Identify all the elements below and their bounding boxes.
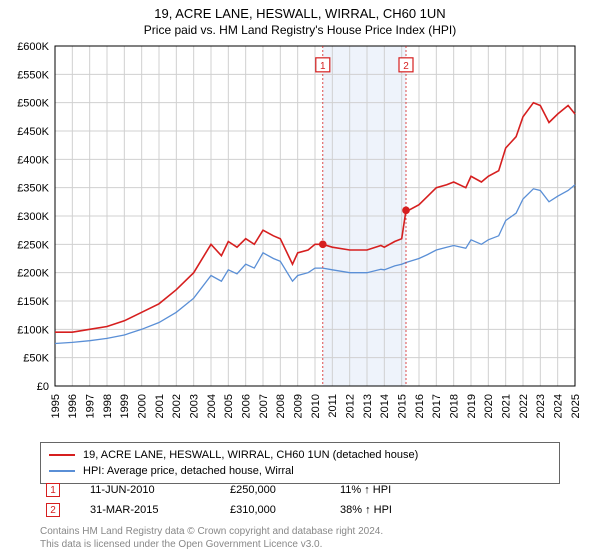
svg-text:2014: 2014 xyxy=(379,394,391,418)
sale-date: 11-JUN-2010 xyxy=(90,484,230,496)
svg-text:2003: 2003 xyxy=(189,394,201,418)
svg-text:2002: 2002 xyxy=(171,394,183,418)
svg-text:£200K: £200K xyxy=(17,268,49,280)
sale-delta: 38% ↑ HPI xyxy=(340,504,460,516)
svg-text:2001: 2001 xyxy=(154,394,166,418)
legend-label: HPI: Average price, detached house, Wirr… xyxy=(83,465,294,477)
footnote-line: This data is licensed under the Open Gov… xyxy=(40,539,383,552)
svg-text:1996: 1996 xyxy=(67,394,79,418)
svg-text:£350K: £350K xyxy=(17,183,49,195)
svg-text:2025: 2025 xyxy=(570,394,582,418)
sale-badge: 1 xyxy=(46,483,60,497)
svg-text:1997: 1997 xyxy=(85,394,97,418)
svg-text:2005: 2005 xyxy=(223,394,235,418)
svg-text:2020: 2020 xyxy=(483,394,495,418)
sale-price: £250,000 xyxy=(230,484,340,496)
svg-text:£150K: £150K xyxy=(17,296,49,308)
footnote-line: Contains HM Land Registry data © Crown c… xyxy=(40,526,383,539)
svg-text:1999: 1999 xyxy=(119,394,131,418)
legend-swatch xyxy=(49,454,75,456)
legend-row: HPI: Average price, detached house, Wirr… xyxy=(49,463,551,479)
svg-text:2022: 2022 xyxy=(518,394,530,418)
page-title: 19, ACRE LANE, HESWALL, WIRRAL, CH60 1UN xyxy=(0,0,600,21)
svg-text:2012: 2012 xyxy=(345,394,357,418)
page-subtitle: Price paid vs. HM Land Registry's House … xyxy=(0,21,600,41)
svg-text:1995: 1995 xyxy=(50,394,62,418)
sale-date: 31-MAR-2015 xyxy=(90,504,230,516)
svg-text:2019: 2019 xyxy=(466,394,478,418)
sale-badge: 2 xyxy=(46,503,60,517)
svg-text:2015: 2015 xyxy=(397,394,409,418)
sale-delta: 11% ↑ HPI xyxy=(340,484,460,496)
sale-row: 2 31-MAR-2015£310,00038% ↑ HPI xyxy=(40,500,560,520)
svg-text:2007: 2007 xyxy=(258,394,270,418)
svg-text:2011: 2011 xyxy=(327,394,339,418)
svg-text:£250K: £250K xyxy=(17,239,49,251)
svg-text:£550K: £550K xyxy=(17,69,49,81)
svg-text:£50K: £50K xyxy=(23,353,49,365)
svg-text:£0: £0 xyxy=(37,381,49,393)
svg-text:1: 1 xyxy=(320,61,326,72)
svg-text:2018: 2018 xyxy=(449,394,461,418)
svg-text:2013: 2013 xyxy=(362,394,374,418)
svg-text:£300K: £300K xyxy=(17,211,49,223)
price-chart: £0£50K£100K£150K£200K£250K£300K£350K£400… xyxy=(55,46,575,386)
svg-text:2006: 2006 xyxy=(241,394,253,418)
sales-list: 1 11-JUN-2010£250,00011% ↑ HPI 2 31-MAR-201… xyxy=(40,480,560,520)
svg-text:£600K: £600K xyxy=(17,41,49,53)
svg-text:2009: 2009 xyxy=(293,394,305,418)
svg-text:2: 2 xyxy=(403,61,409,72)
svg-text:2010: 2010 xyxy=(310,394,322,418)
legend-row: 19, ACRE LANE, HESWALL, WIRRAL, CH60 1UN… xyxy=(49,447,551,463)
legend-swatch xyxy=(49,470,75,472)
svg-text:2004: 2004 xyxy=(206,394,218,418)
svg-text:2016: 2016 xyxy=(414,394,426,418)
legend-label: 19, ACRE LANE, HESWALL, WIRRAL, CH60 1UN… xyxy=(83,449,418,461)
svg-text:2008: 2008 xyxy=(275,394,287,418)
svg-text:£500K: £500K xyxy=(17,98,49,110)
sale-row: 1 11-JUN-2010£250,00011% ↑ HPI xyxy=(40,480,560,500)
svg-text:2024: 2024 xyxy=(553,394,565,418)
svg-text:£400K: £400K xyxy=(17,154,49,166)
svg-text:1998: 1998 xyxy=(102,394,114,418)
legend: 19, ACRE LANE, HESWALL, WIRRAL, CH60 1UN… xyxy=(40,442,560,484)
sale-price: £310,000 xyxy=(230,504,340,516)
svg-text:2000: 2000 xyxy=(137,394,149,418)
svg-text:2023: 2023 xyxy=(535,394,547,418)
svg-text:£450K: £450K xyxy=(17,126,49,138)
svg-text:£100K: £100K xyxy=(17,324,49,336)
svg-text:2021: 2021 xyxy=(501,394,513,418)
svg-text:2017: 2017 xyxy=(431,394,443,418)
footnote: Contains HM Land Registry data © Crown c… xyxy=(40,526,383,551)
